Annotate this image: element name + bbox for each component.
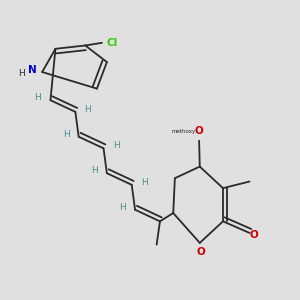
Text: N: N bbox=[28, 65, 37, 75]
Text: O: O bbox=[249, 230, 258, 240]
Text: O: O bbox=[194, 126, 203, 136]
Text: methoxy: methoxy bbox=[171, 129, 195, 134]
Text: H: H bbox=[18, 68, 25, 77]
Text: H: H bbox=[119, 202, 126, 211]
Text: H: H bbox=[91, 166, 98, 175]
Text: H: H bbox=[34, 93, 41, 102]
Text: H: H bbox=[85, 105, 91, 114]
Text: H: H bbox=[113, 141, 119, 150]
Text: H: H bbox=[141, 178, 148, 187]
Text: H: H bbox=[63, 130, 69, 139]
Text: Cl: Cl bbox=[107, 38, 118, 48]
Text: O: O bbox=[196, 247, 205, 257]
